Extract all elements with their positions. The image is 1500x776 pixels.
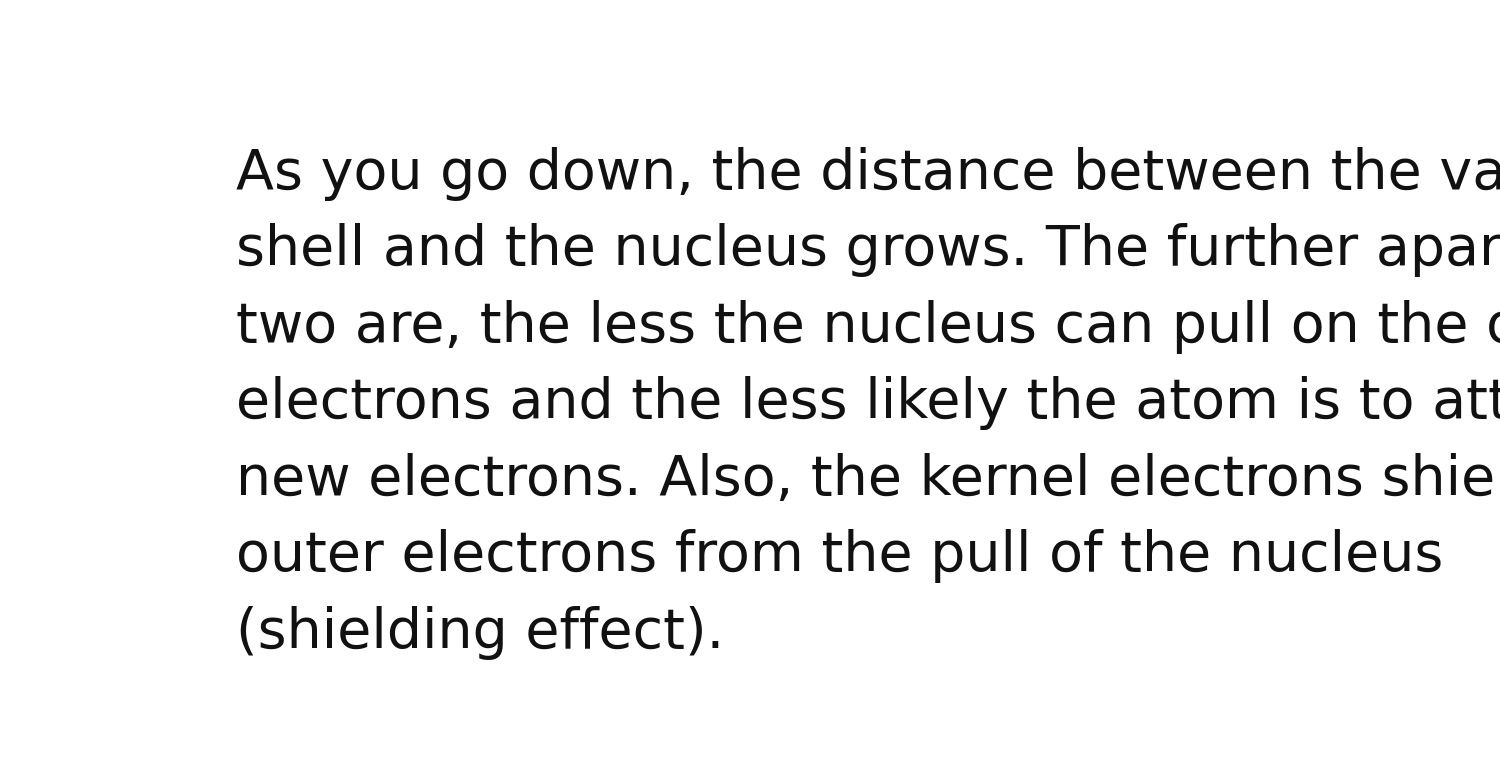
Text: new electrons. Also, the kernel electrons shield the: new electrons. Also, the kernel electron… bbox=[237, 453, 1500, 507]
Text: two are, the less the nucleus can pull on the outer: two are, the less the nucleus can pull o… bbox=[237, 300, 1500, 354]
Text: shell and the nucleus grows. The further apart the: shell and the nucleus grows. The further… bbox=[237, 223, 1500, 277]
Text: (shielding effect).: (shielding effect). bbox=[237, 606, 724, 660]
Text: outer electrons from the pull of the nucleus: outer electrons from the pull of the nuc… bbox=[237, 529, 1443, 584]
Text: As you go down, the distance between the valence: As you go down, the distance between the… bbox=[237, 147, 1500, 201]
Text: electrons and the less likely the atom is to attract: electrons and the less likely the atom i… bbox=[237, 376, 1500, 431]
